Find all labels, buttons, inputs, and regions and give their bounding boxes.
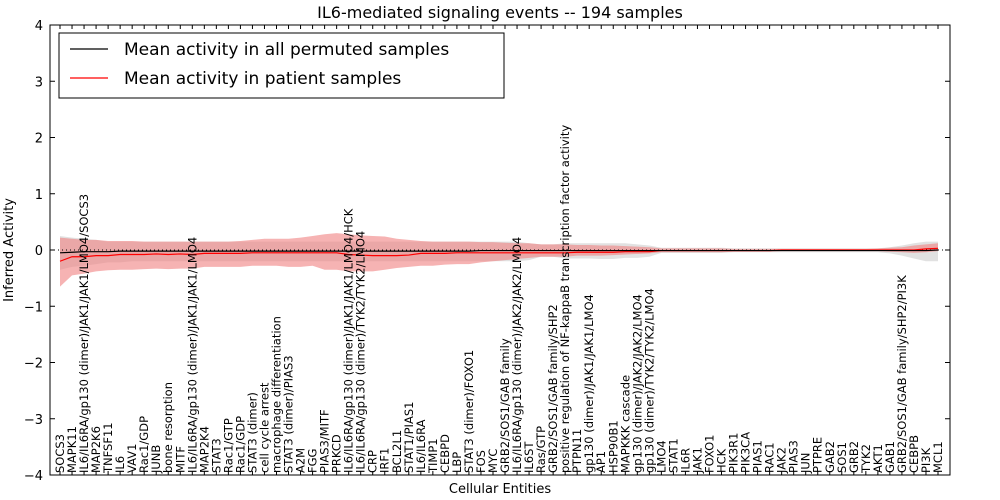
x-tick-label: CRP bbox=[366, 450, 380, 473]
x-tick-label: Rac1/GTP bbox=[221, 418, 235, 473]
x-tick-label: MAPK11 bbox=[65, 426, 79, 473]
x-tick-label: JAK1 bbox=[690, 447, 704, 474]
x-tick-label: IL6/IL6RA/gp130 (dimer)/JAK1/JAK1/LMO4/H… bbox=[342, 208, 356, 473]
x-tick-label: HCK bbox=[715, 448, 729, 473]
x-tick-label: IL6/IL6RA/gp130 (dimer)/JAK1/JAK1/LMO4 bbox=[185, 237, 199, 473]
x-tick-label: PIK3CA bbox=[739, 432, 753, 473]
x-tick-label: PTPN11 bbox=[570, 429, 584, 473]
y-tick-label: 3 bbox=[35, 75, 43, 90]
x-tick-label: RAC1 bbox=[763, 442, 777, 473]
x-tick-label: IL6/IL6RA/gp130 (dimer)/TYK2/TYK2/LMO4 bbox=[354, 231, 368, 473]
x-tick-label: PIK3R1 bbox=[727, 433, 741, 474]
x-tick-label: Rac1/GDP bbox=[137, 416, 151, 473]
x-tick-label: IL6/IL6RA/gp130 (dimer)/JAK1/JAK1/LMO4/S… bbox=[77, 194, 91, 473]
y-tick-label: −3 bbox=[24, 413, 43, 428]
x-tick-label: macrophage differentiation bbox=[269, 316, 283, 473]
x-tick-label: JUNB bbox=[149, 445, 163, 474]
plot-frame bbox=[49, 24, 951, 476]
x-tick-label: Ras/GTP bbox=[534, 426, 548, 473]
y-tick-label: 1 bbox=[35, 188, 43, 203]
x-tick-label: MYC bbox=[486, 449, 500, 473]
x-tick-label: Rac1/GDP bbox=[233, 416, 247, 473]
x-tick-label: cell cycle arrest bbox=[257, 382, 271, 473]
x-tick-label: PIAS3 bbox=[787, 440, 801, 473]
x-tick-label: PRKCD bbox=[330, 434, 344, 473]
legend-label-patient: Mean activity in patient samples bbox=[124, 69, 401, 89]
x-tick-label: CEBPD bbox=[438, 434, 452, 473]
x-tick-label: FOXO1 bbox=[702, 435, 716, 473]
x-tick-label: AKT1 bbox=[871, 444, 885, 473]
y-tick-label: 4 bbox=[35, 19, 43, 34]
x-axis-label: Cellular Entities bbox=[449, 482, 551, 497]
y-axis-label: Inferred Activity bbox=[2, 198, 17, 302]
x-tick-label: gp130 (dimer)/TYK2/TYK2/LMO4 bbox=[642, 288, 656, 473]
x-tick-label: STAT1 bbox=[666, 438, 680, 473]
x-tick-label: MITF bbox=[173, 446, 187, 473]
x-tick-label: CEBPB bbox=[907, 435, 921, 473]
x-tick-label: GRB2/SOS1/GAB family bbox=[498, 338, 512, 473]
x-tick-label: SOCS3 bbox=[53, 434, 67, 473]
x-tick-label: MCL1 bbox=[931, 441, 945, 473]
x-tick-label: MAP2K4 bbox=[197, 426, 211, 473]
x-tick-label: HSP90B1 bbox=[606, 420, 620, 473]
x-tick-label: PI3K bbox=[919, 447, 933, 473]
x-tick-label: LMO4 bbox=[654, 440, 668, 473]
x-tick-label: BCL2L1 bbox=[390, 430, 404, 473]
x-tick-label: GAB1 bbox=[883, 441, 897, 473]
x-tick-label: TYK2 bbox=[859, 444, 873, 474]
y-tick-label: 2 bbox=[35, 132, 43, 147]
x-tick-label: LBP bbox=[450, 452, 464, 473]
legend-box bbox=[58, 32, 505, 99]
x-tick-label: SOS1 bbox=[835, 442, 849, 473]
x-tick-label: JUN bbox=[799, 453, 813, 474]
y-tick-label: −1 bbox=[24, 300, 43, 315]
x-tick-label: STAT3 (dimer)/FOXO1 bbox=[462, 350, 476, 473]
band-patient bbox=[60, 233, 938, 287]
x-tick-label: GRB2 bbox=[847, 441, 861, 473]
x-tick-label: A2M bbox=[294, 448, 308, 473]
x-tick-label: PTPRE bbox=[811, 437, 825, 473]
y-tick-label: 0 bbox=[35, 244, 43, 259]
x-tick-label: IL6/IL6RA/gp130 (dimer)/JAK2/JAK2/LMO4 bbox=[510, 237, 524, 473]
chart-title: IL6-mediated signaling events -- 194 sam… bbox=[317, 3, 683, 22]
x-tick-label: FGG bbox=[306, 449, 320, 473]
y-tick-label: −2 bbox=[24, 357, 43, 372]
x-tick-label: IL6/IL6RA bbox=[414, 419, 428, 473]
x-tick-label: IL6 bbox=[113, 456, 127, 473]
x-tick-label: gp130 (dimer)/JAK2/JAK2/LMO4 bbox=[630, 294, 644, 473]
x-tick-label: TNFSF11 bbox=[101, 422, 115, 474]
x-tick-label: MAP2K6 bbox=[89, 426, 103, 473]
x-tick-label: gp130 (dimer)/JAK1/JAK1/LMO4 bbox=[582, 294, 596, 473]
x-tick-label: FOS bbox=[474, 450, 488, 473]
x-tick-label: TIMP1 bbox=[426, 438, 440, 474]
x-tick-label: PIAS3/MITF bbox=[318, 409, 332, 473]
x-tick-label: STAT3 (dimer)/PIAS3 bbox=[282, 355, 296, 473]
x-tick-label: GRB2/SOS1/GAB family/SHP2/PI3K bbox=[895, 275, 909, 473]
x-tick-label: STAT3 (dimer) bbox=[245, 392, 259, 473]
x-tick-label: AP1 bbox=[594, 451, 608, 473]
x-tick-label: STAT3 bbox=[209, 438, 223, 473]
x-tick-label: VAV1 bbox=[125, 444, 139, 473]
x-tick-label: IL6ST bbox=[522, 441, 536, 473]
x-tick-label: GAB2 bbox=[823, 441, 837, 473]
legend: Mean activity in all permuted samples Me… bbox=[58, 32, 505, 99]
x-tick-label: IRF1 bbox=[378, 448, 392, 473]
x-tick-label: JAK2 bbox=[775, 447, 789, 474]
x-tick-label: IL6R bbox=[678, 448, 692, 473]
x-tick-label: STAT1/PIAS1 bbox=[402, 402, 416, 473]
y-tick-label: −4 bbox=[24, 469, 43, 484]
legend-label-permuted: Mean activity in all permuted samples bbox=[124, 40, 449, 60]
x-tick-label: PIAS1 bbox=[751, 440, 765, 473]
x-tick-label: positive regulation of NF-kappaB transcr… bbox=[558, 125, 572, 473]
y-axis-ticks: −4 −3 −2 −1 0 1 2 3 4 bbox=[24, 19, 950, 484]
x-tick-label: bone resorption bbox=[161, 382, 175, 473]
x-tick-label: MAPKKK cascade bbox=[618, 375, 632, 473]
x-tick-label: GRB2/SOS1/GAB family/SHP2 bbox=[546, 304, 560, 473]
series-lines bbox=[59, 247, 939, 262]
series-line-permuted bbox=[59, 249, 939, 254]
